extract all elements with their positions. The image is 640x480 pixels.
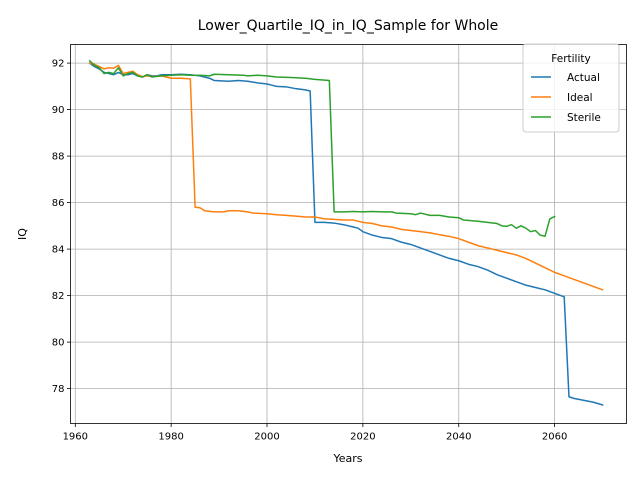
legend-items: Actual Ideal Sterile [531, 72, 601, 124]
x-tick-label: 1960 [63, 432, 88, 443]
y-axis-ticks: 78 80 82 84 86 88 90 92 [52, 59, 71, 395]
legend: Fertility Actual Ideal Sterile [522, 43, 620, 133]
y-tick-label: 80 [52, 338, 65, 349]
chart-title: Lower_Quartile_IQ_in_IQ_Sample for Whole [198, 18, 499, 34]
x-tick-label: 2060 [542, 432, 567, 443]
legend-box [522, 43, 620, 133]
legend-label-actual: Actual [567, 72, 600, 84]
x-tick-label: 2020 [350, 432, 375, 443]
y-tick-label: 86 [52, 198, 65, 209]
legend-title: Fertility [551, 53, 590, 65]
legend-label-ideal: Ideal [567, 92, 593, 104]
grid-lines [70, 44, 627, 424]
series-line-sterile [88, 59, 556, 238]
x-tick-label: 2000 [254, 432, 279, 443]
x-axis-ticks: 1960 1980 2000 2020 2040 2060 [63, 423, 567, 443]
y-tick-label: 90 [52, 105, 65, 116]
x-tick-label: 2040 [446, 432, 471, 443]
y-axis-label: IQ [16, 228, 29, 240]
x-tick-label: 1980 [158, 432, 183, 443]
y-tick-label: 88 [52, 152, 65, 163]
series-line-ideal [88, 62, 604, 291]
x-axis-label: Years [332, 452, 362, 465]
plot-frame [70, 44, 627, 424]
y-tick-label: 82 [52, 291, 65, 302]
y-tick-label: 84 [52, 245, 65, 256]
series-lines [88, 59, 604, 406]
y-tick-label: 92 [52, 59, 65, 70]
y-tick-label: 78 [52, 384, 65, 395]
legend-label-sterile: Sterile [567, 112, 601, 124]
